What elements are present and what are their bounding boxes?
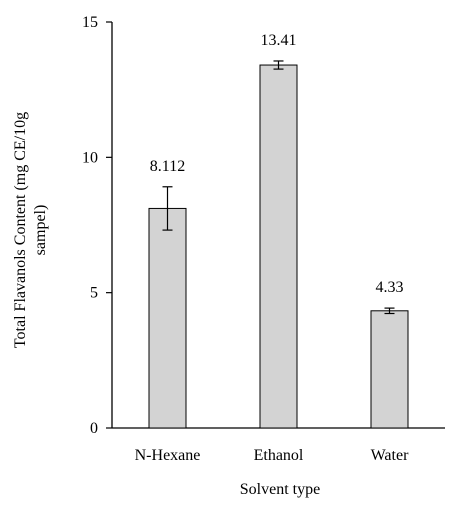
data-labels: 8.112 13.41 4.33 <box>150 32 404 296</box>
y-tick-label: 10 <box>82 149 98 166</box>
bar-ethanol <box>259 64 298 429</box>
data-label: 13.41 <box>261 32 297 49</box>
data-label: 8.112 <box>150 158 185 175</box>
x-tick-label: Ethanol <box>254 447 304 464</box>
y-tick-label: 5 <box>90 285 98 302</box>
x-axis-title: Solvent type <box>240 481 320 498</box>
bars <box>148 64 409 429</box>
data-label: 4.33 <box>376 279 404 296</box>
y-axis-title-line-2: sampel) <box>32 205 49 256</box>
x-tick-label: Water <box>371 447 409 464</box>
error-bar-n-hexane <box>162 186 173 231</box>
x-axis-ticks: N-Hexane Ethanol Water <box>135 447 409 464</box>
bar-n-hexane <box>148 207 187 429</box>
y-axis-title-line-1: Total Flavanols Content (mg CE/10g <box>12 112 29 348</box>
y-tick-label: 0 <box>90 420 98 437</box>
y-tick-label: 15 <box>82 14 98 31</box>
error-bar-water <box>384 307 395 315</box>
y-axis-title: Total Flavanols Content (mg CE/10g sampe… <box>12 112 49 348</box>
y-axis-ticks: 0 5 10 15 <box>82 14 112 437</box>
error-bar-ethanol <box>273 60 284 70</box>
x-tick-label: N-Hexane <box>135 447 201 464</box>
bar-water <box>370 310 409 429</box>
error-bars <box>162 60 395 315</box>
